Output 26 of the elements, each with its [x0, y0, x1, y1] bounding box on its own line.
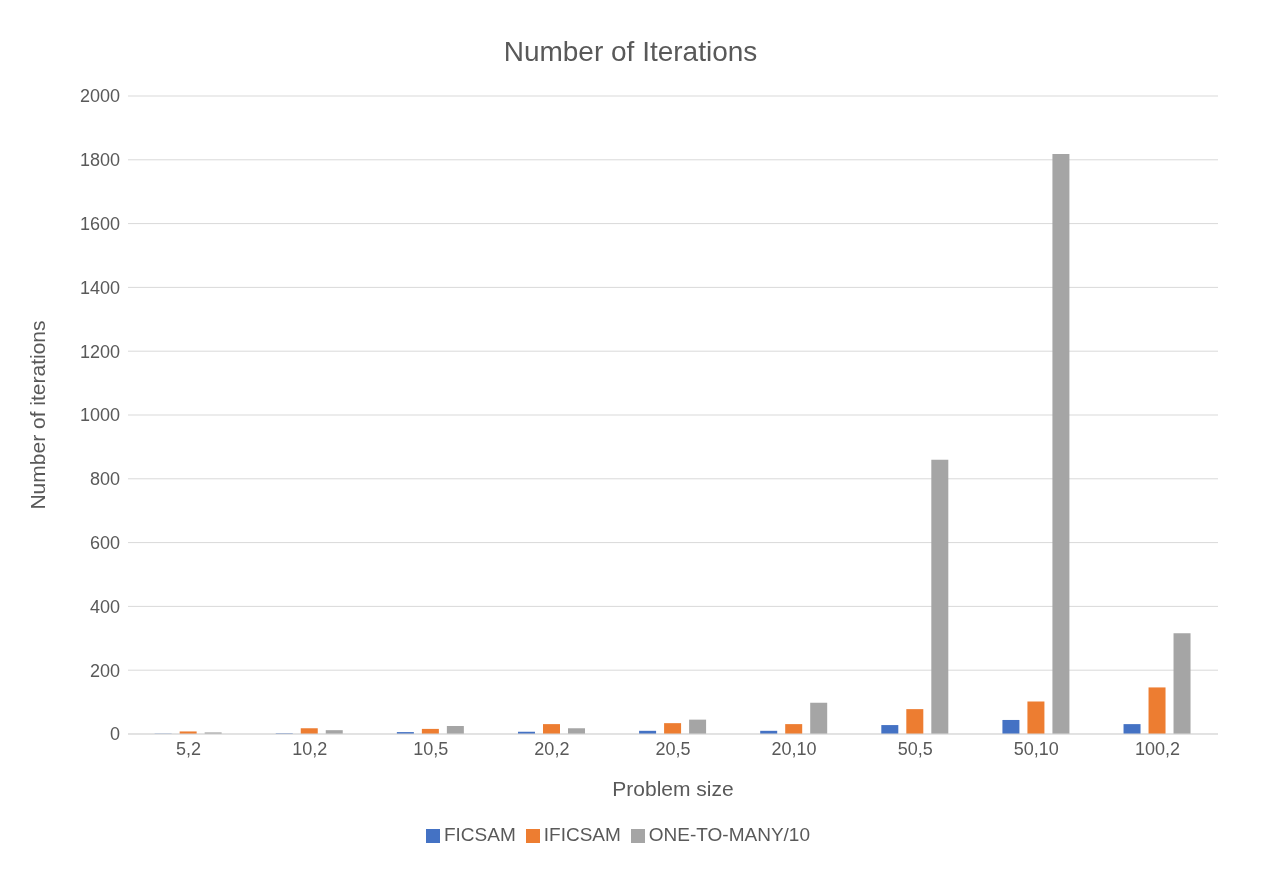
y-tick-label: 400 — [89, 596, 120, 617]
y-tick-label: 1200 — [79, 341, 120, 362]
x-tick-label: 20,10 — [771, 738, 817, 759]
y-tick-label: 800 — [89, 469, 120, 490]
y-tick-label: 0 — [109, 724, 120, 745]
x-tick-label: 100,2 — [1134, 738, 1180, 759]
y-tick-label: 1000 — [79, 405, 120, 426]
x-tick-label: 10,2 — [292, 738, 328, 759]
x-tick-label: 50,10 — [1013, 738, 1059, 759]
y-tick-label: 2000 — [79, 86, 120, 107]
y-tick-label: 1800 — [79, 150, 120, 171]
x-tick-label: 5,2 — [176, 738, 202, 759]
y-tick-label: 1600 — [79, 213, 120, 234]
legend-label: FICSAM — [443, 824, 516, 845]
x-tick-label: 10,5 — [413, 738, 449, 759]
y-axis-title: Number of iterations — [26, 320, 50, 510]
y-tick-label: 600 — [89, 532, 120, 553]
x-tick-label: 20,2 — [534, 738, 570, 759]
x-tick-label: 50,5 — [897, 738, 933, 759]
chart-title: Number of Iterations — [502, 35, 759, 69]
y-tick-label: 200 — [89, 660, 120, 681]
x-tick-label: 20,5 — [655, 738, 691, 759]
legend-label: ONE-TO-MANY/10 — [648, 824, 811, 845]
legend-label: IFICSAM — [543, 824, 621, 845]
x-axis-title: Problem size — [612, 777, 734, 800]
y-tick-label: 1400 — [79, 277, 120, 298]
